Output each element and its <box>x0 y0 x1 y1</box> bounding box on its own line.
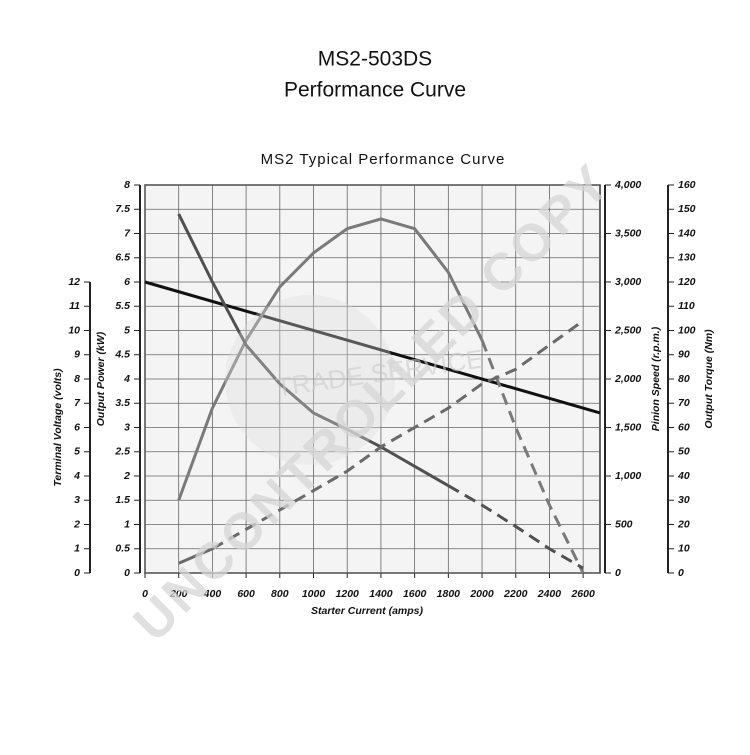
y-tick-label: 8 <box>74 373 80 385</box>
y-tick-label: 6 <box>124 276 130 288</box>
y-tick-label: 140 <box>678 227 696 239</box>
y-tick-label: 3.5 <box>115 397 130 409</box>
x-tick-label: 2200 <box>503 588 528 600</box>
chart-title: MS2 Typical Performance Curve <box>261 151 506 168</box>
y-tick-label: 11 <box>69 300 80 312</box>
y-tick-label: 2 <box>73 518 80 530</box>
y-tick-label: 3,000 <box>615 276 641 288</box>
y-tick-label: 1,500 <box>615 421 641 433</box>
x-tick-label: 1400 <box>369 588 393 600</box>
y-tick-label: 1 <box>74 543 80 555</box>
y-tick-label: 2 <box>123 470 130 482</box>
series-line-dashed <box>211 319 585 551</box>
y-tick-label: 40 <box>677 470 690 482</box>
y-tick-label: 7 <box>74 397 81 409</box>
x-tick-label: 600 <box>237 588 255 600</box>
y-tick-label: 5.5 <box>115 300 130 312</box>
series-line-dashed <box>480 339 585 574</box>
y-tick-label: 150 <box>678 203 696 215</box>
series-line <box>178 547 214 565</box>
y-tick-label: 70 <box>678 397 690 409</box>
y-tick-label: 130 <box>678 252 696 264</box>
y-tick-label: 110 <box>678 300 695 312</box>
y-tick-label: 0 <box>678 567 684 579</box>
series-line <box>144 280 601 415</box>
y-tick-label: 120 <box>678 276 696 288</box>
x-tick-label: 2000 <box>469 588 494 600</box>
y-tick-label: 160 <box>678 179 696 191</box>
y-tick-label: 9 <box>74 349 80 361</box>
y-tick-label: 80 <box>678 373 690 385</box>
y-tick-label: 2,000 <box>614 373 641 385</box>
y-tick-label: 0 <box>74 567 80 579</box>
y-tick-label: 4.5 <box>114 349 130 361</box>
y-tick-label: 7.5 <box>115 203 130 215</box>
y-tick-label: 20 <box>677 518 690 530</box>
x-tick-label: 200 <box>169 588 188 600</box>
y-tick-label: 3,500 <box>615 227 641 239</box>
y-tick-label: 2,500 <box>614 324 641 336</box>
x-tick-label: 1000 <box>302 588 326 600</box>
y-tick-label: 5 <box>74 446 80 458</box>
page-title: MS2-503DS <box>318 48 432 71</box>
plot-area: 0 200 400 600 800 1000 1200 1400 1600 1800 2000 220… <box>52 179 715 600</box>
y-tick-label: 0.5 <box>115 543 130 555</box>
y-tick-label: 30 <box>678 494 690 506</box>
y-tick-label: 4 <box>73 470 80 482</box>
y-tick-label: 50 <box>678 446 690 458</box>
x-tick-label: 1800 <box>437 588 461 600</box>
y-tick-label: 100 <box>678 324 696 336</box>
y-tick-label: 0 <box>615 567 621 579</box>
series-line <box>177 213 450 488</box>
series-line-dashed <box>447 484 584 570</box>
x-tick-label: 2400 <box>537 588 562 600</box>
x-tick-label: 2600 <box>570 588 595 600</box>
y-tick-label: 12 <box>68 276 80 288</box>
y-tick-label: 4 <box>123 373 130 385</box>
y-axis-label: Output Power (kW) <box>95 331 107 426</box>
y-tick-label: 1.5 <box>115 494 130 506</box>
y-tick-label: 500 <box>615 518 633 530</box>
y-tick-label: 1,000 <box>615 470 641 482</box>
y-tick-label: 60 <box>678 421 690 433</box>
y-tick-label: 0 <box>124 567 130 579</box>
y-tick-label: 5 <box>124 324 130 336</box>
x-tick-label: 1600 <box>403 588 427 600</box>
y-tick-label: 90 <box>678 349 690 361</box>
y-tick-label: 1 <box>124 518 130 530</box>
y-tick-label: 8 <box>124 179 130 191</box>
y-tick-label: 7 <box>124 227 131 239</box>
x-tick-label: 1200 <box>336 588 360 600</box>
y-tick-label: 4,000 <box>614 179 641 191</box>
y-axis-label: Output Torque (Nm) <box>703 329 715 429</box>
y-tick-label: 3 <box>124 421 130 433</box>
x-tick-label: 400 <box>203 588 222 600</box>
y-axis-label: Pinion Speed (r.p.m.) <box>650 326 662 431</box>
x-tick-label: 800 <box>271 588 289 600</box>
watermark-seal <box>225 295 395 465</box>
y-tick-label: 10 <box>678 543 690 555</box>
y-tick-label: 3 <box>74 494 80 506</box>
x-tick-label: 0 <box>142 588 148 600</box>
y-tick-label: 6.5 <box>115 252 130 264</box>
y-tick-label: 10 <box>68 324 80 336</box>
page-subtitle: Performance Curve <box>284 79 466 102</box>
y-axis-label: Terminal Voltage (volts) <box>52 368 64 487</box>
x-axis-label: Starter Current (amps) <box>311 605 424 617</box>
series-line <box>177 217 484 501</box>
y-tick-label: 6 <box>74 421 80 433</box>
y-tick-label: 2.5 <box>114 446 130 458</box>
